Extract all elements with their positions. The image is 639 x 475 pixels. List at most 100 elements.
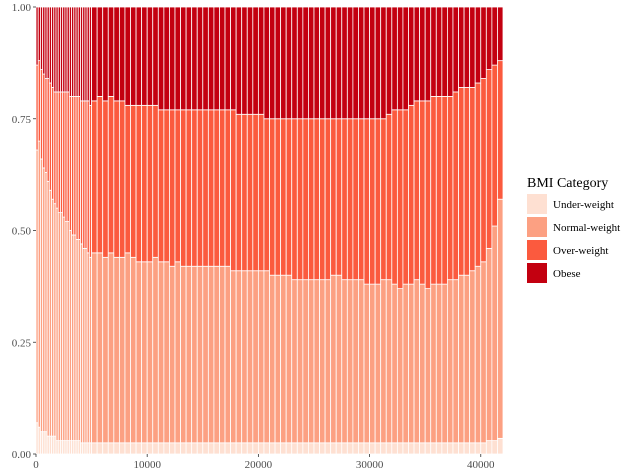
bar-segment-obese	[308, 6, 315, 120]
bar-segment-normal-weight	[146, 261, 154, 444]
bar-segment-under-weight	[213, 442, 220, 455]
bar-segment-obese	[130, 6, 137, 106]
bar-segment-normal-weight	[352, 279, 359, 444]
bar-segment-over-weight	[446, 96, 454, 281]
bar-segment-obese	[269, 6, 276, 120]
bar-segment-normal-weight	[224, 265, 231, 444]
bar-segment-under-weight	[324, 442, 332, 455]
bar-segment-over-weight	[458, 87, 465, 276]
bar-segment-normal-weight	[491, 225, 498, 441]
bar-segment-over-weight	[185, 109, 193, 267]
bar-segment-under-weight	[269, 442, 276, 455]
bar-segment-under-weight	[358, 442, 365, 455]
bar-segment-normal-weight	[213, 265, 220, 444]
bar-segment-over-weight	[469, 87, 476, 272]
x-tick-label: 20000	[245, 459, 273, 471]
bar-segment-under-weight	[413, 442, 421, 455]
bar-stack	[319, 6, 326, 455]
bar-segment-normal-weight	[374, 283, 382, 444]
bar-segment-obese	[302, 6, 309, 120]
y-tick-label: 0.50	[12, 226, 32, 238]
bar-stack	[202, 6, 209, 455]
bar-segment-over-weight	[291, 118, 298, 281]
bar-segment-under-weight	[491, 440, 498, 455]
bar-segment-under-weight	[241, 442, 248, 455]
legend-item: Over-weight	[527, 240, 608, 260]
bar-stack	[391, 6, 398, 455]
bar-segment-normal-weight	[169, 265, 176, 444]
bar-segment-over-weight	[91, 100, 98, 254]
bar-stack	[419, 6, 426, 455]
bar-segment-under-weight	[107, 442, 115, 455]
bar-stack	[257, 6, 265, 455]
bar-stack	[330, 6, 337, 455]
bar-segment-normal-weight	[274, 274, 282, 444]
bar-segment-over-weight	[146, 104, 154, 263]
bar-segment-normal-weight	[480, 261, 487, 444]
bar-segment-normal-weight	[335, 274, 343, 444]
bar-segment-over-weight	[96, 96, 104, 254]
bar-stack	[424, 6, 432, 455]
bar-segment-under-weight	[435, 442, 443, 455]
bar-segment-under-weight	[130, 442, 137, 455]
bar-segment-obese	[96, 6, 104, 97]
bar-segment-obese	[213, 6, 220, 111]
bar-segment-over-weight	[102, 100, 109, 258]
bar-segment-obese	[202, 6, 209, 111]
bar-segment-obese	[219, 6, 226, 111]
bar-segment-over-weight	[280, 118, 287, 276]
bar-segment-normal-weight	[135, 261, 143, 444]
bar-segment-obese	[419, 6, 426, 102]
bar-segment-under-weight	[480, 442, 487, 455]
bar-segment-under-weight	[402, 442, 409, 455]
bar-segment-under-weight	[252, 442, 259, 455]
bar-segment-over-weight	[191, 109, 198, 267]
bar-segment-obese	[146, 6, 154, 106]
bar-segment-under-weight	[180, 442, 187, 455]
bar-segment-under-weight	[196, 442, 204, 455]
bar-stack	[60, 6, 64, 455]
bar-segment-under-weight	[246, 442, 254, 455]
x-tick-label: 30000	[356, 459, 384, 471]
bar-segment-over-weight	[157, 109, 165, 263]
bar-segment-under-weight	[118, 442, 126, 455]
bar-segment-obese	[263, 6, 270, 120]
bar-segment-obese	[435, 6, 443, 97]
bar-segment-over-weight	[285, 118, 293, 276]
y-axis: 0.00 0.25 0.50 0.75 1.00	[12, 2, 36, 461]
bar-segment-obese	[358, 6, 365, 120]
bar-segment-obese	[291, 6, 298, 120]
bar-segment-over-weight	[235, 113, 243, 272]
bar-segment-under-weight	[280, 442, 287, 455]
bar-segment-obese	[169, 6, 176, 111]
bar-stack	[402, 6, 409, 455]
bar-stack	[152, 6, 159, 455]
bar-segment-obese	[469, 6, 476, 88]
bar-segment-over-weight	[330, 118, 337, 276]
bar-segment-obese	[241, 6, 248, 115]
bar-segment-obese	[391, 6, 398, 111]
bar-stack	[107, 6, 115, 455]
legend-label: Obese	[553, 268, 581, 280]
bar-segment-over-weight	[213, 109, 220, 267]
bar-segment-obese	[324, 6, 332, 120]
bar-segment-under-weight	[207, 442, 215, 455]
bar-stack	[185, 6, 193, 455]
bar-segment-obese	[374, 6, 382, 120]
bar-segment-over-weight	[408, 104, 415, 285]
bar-segment-normal-weight	[107, 252, 115, 444]
bar-segment-obese	[402, 6, 409, 111]
bar-segment-normal-weight	[363, 283, 370, 444]
bar-segment-over-weight	[419, 100, 426, 285]
bar-segment-over-weight	[363, 118, 370, 285]
bar-segment-over-weight	[324, 118, 332, 281]
bar-segment-over-weight	[313, 118, 320, 281]
bar-segment-normal-weight	[163, 261, 170, 444]
bar-segment-normal-weight	[230, 270, 237, 444]
bar-segment-obese	[408, 6, 415, 106]
bar-segment-over-weight	[130, 104, 137, 258]
bar-segment-obese	[163, 6, 170, 111]
bar-segment-under-weight	[141, 442, 148, 455]
bar-segment-normal-weight	[419, 283, 426, 444]
